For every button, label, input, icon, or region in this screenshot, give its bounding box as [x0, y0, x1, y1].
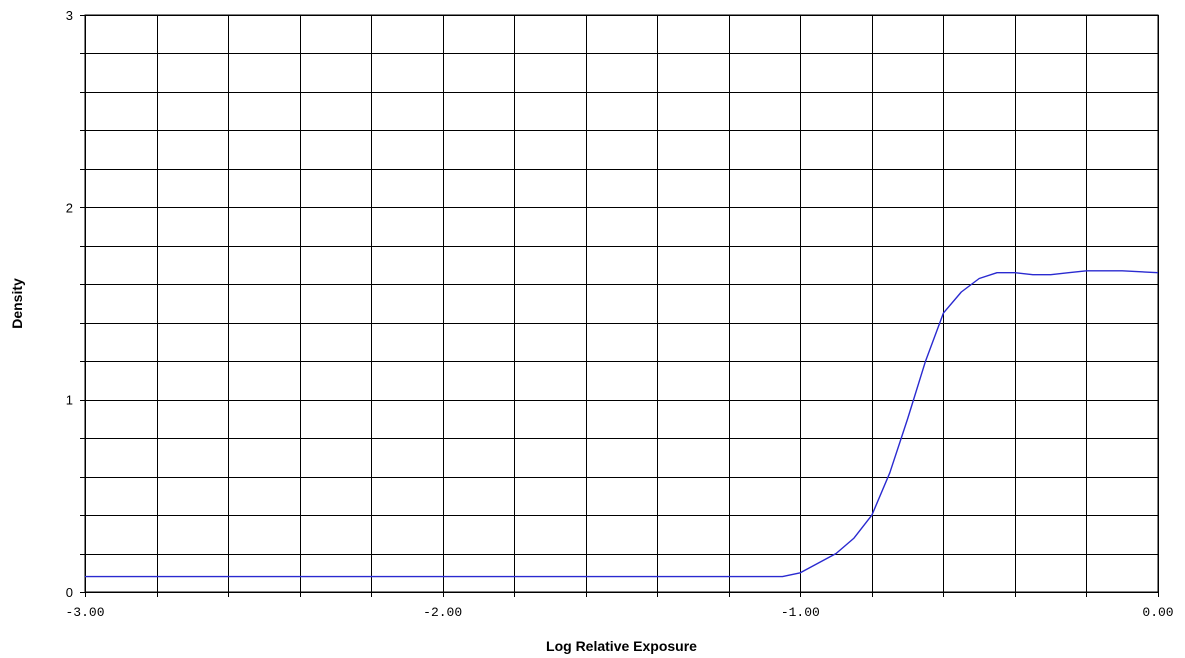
- y-axis-title: Density: [9, 278, 25, 329]
- tick-labels: 0 1 2 3 -3.00 -2.00 -1.00 0.00: [65, 8, 1173, 620]
- y-tick-label: 2: [66, 200, 73, 215]
- x-tick-label: -3.00: [65, 605, 104, 620]
- grid-lines: [80, 15, 1159, 597]
- plot-frame: [84, 14, 1159, 593]
- series-group: [85, 270, 1159, 578]
- x-tick-label: 0.00: [1142, 605, 1173, 620]
- x-axis-title: Log Relative Exposure: [546, 638, 697, 654]
- density-curve-line: [85, 270, 1159, 578]
- x-tick-label: -1.00: [781, 605, 820, 620]
- y-tick-label: 0: [66, 585, 73, 600]
- x-tick-label: -2.00: [423, 605, 462, 620]
- y-tick-label: 1: [66, 393, 73, 408]
- y-tick-label: 3: [66, 8, 73, 23]
